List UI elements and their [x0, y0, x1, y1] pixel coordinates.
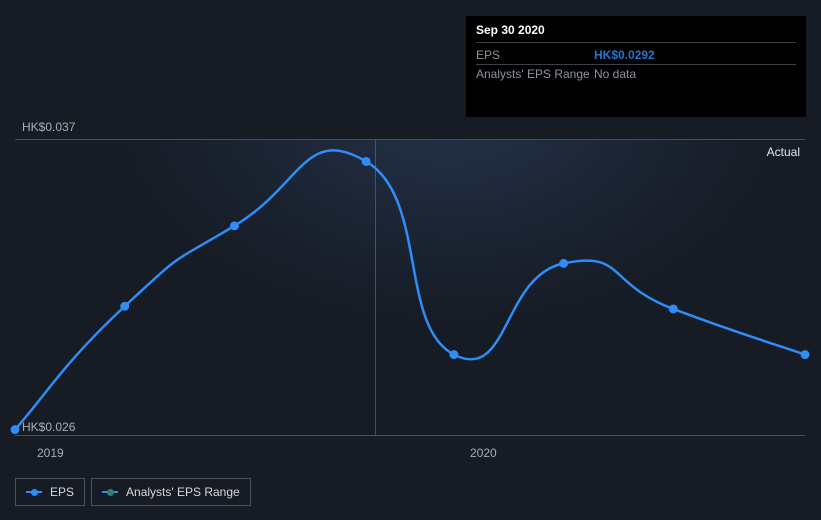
tooltip-row: Analysts' EPS Range No data — [476, 65, 796, 83]
y-axis-label-bottom: HK$0.026 — [22, 420, 75, 434]
y-axis-label-top: HK$0.037 — [22, 120, 75, 134]
legend-item-eps[interactable]: EPS — [15, 478, 85, 506]
chart-svg — [15, 140, 805, 435]
chart-plot-area[interactable] — [15, 139, 805, 436]
tooltip-row-value: HK$0.0292 — [594, 48, 655, 62]
legend-item-analysts-range[interactable]: Analysts' EPS Range — [91, 478, 251, 506]
tooltip-row-label: Analysts' EPS Range — [476, 67, 594, 81]
legend-swatch-icon — [26, 488, 42, 496]
legend-item-label: EPS — [50, 485, 74, 499]
legend-swatch-icon — [102, 488, 118, 496]
chart-tooltip: Sep 30 2020 EPS HK$0.0292 Analysts' EPS … — [466, 16, 806, 117]
tooltip-row: EPS HK$0.0292 — [476, 46, 796, 65]
tooltip-row-label: EPS — [476, 48, 594, 62]
actual-label: Actual — [767, 145, 800, 159]
x-axis-label: 2020 — [470, 446, 497, 460]
x-axis-label: 2019 — [37, 446, 64, 460]
tooltip-row-value: No data — [594, 67, 636, 81]
tooltip-date: Sep 30 2020 — [476, 23, 796, 43]
chart-legend: EPS Analysts' EPS Range — [15, 478, 251, 506]
legend-item-label: Analysts' EPS Range — [126, 485, 240, 499]
